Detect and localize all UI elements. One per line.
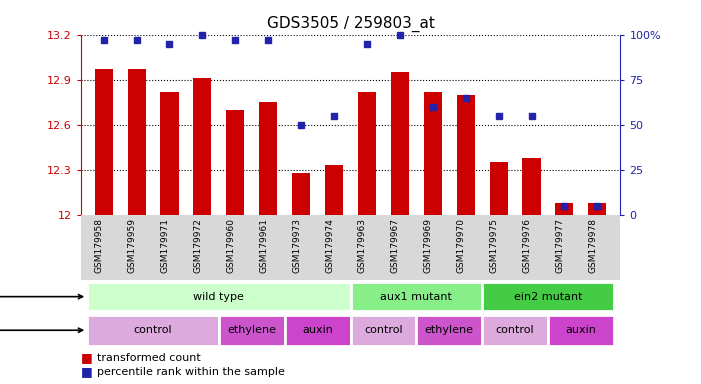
Text: GSM179970: GSM179970 [456, 218, 465, 273]
Text: GSM179977: GSM179977 [555, 218, 564, 273]
Text: GSM179972: GSM179972 [193, 218, 203, 273]
Bar [482, 315, 548, 346]
Bar [350, 282, 482, 311]
Bar [219, 315, 285, 346]
Bar [128, 69, 146, 215]
Bar [285, 315, 350, 346]
Text: transformed count: transformed count [97, 353, 200, 363]
Bar [456, 95, 475, 215]
Bar [350, 315, 416, 346]
Text: GSM179978: GSM179978 [588, 218, 597, 273]
Bar [87, 282, 350, 311]
Bar [325, 166, 343, 215]
Bar [416, 315, 482, 346]
Text: GSM179969: GSM179969 [424, 218, 433, 273]
Bar [423, 92, 442, 215]
Bar [161, 92, 179, 215]
Bar [482, 282, 614, 311]
Text: control: control [364, 325, 403, 335]
Text: ■: ■ [81, 365, 93, 378]
Text: GSM179958: GSM179958 [95, 218, 104, 273]
Bar [358, 92, 376, 215]
Text: percentile rank within the sample: percentile rank within the sample [97, 367, 285, 377]
Text: ■: ■ [81, 351, 93, 364]
Text: control: control [134, 325, 172, 335]
Bar [259, 102, 278, 215]
Text: wild type: wild type [193, 291, 244, 302]
Text: auxin: auxin [302, 325, 333, 335]
Text: control: control [496, 325, 534, 335]
Text: GSM179973: GSM179973 [292, 218, 301, 273]
Text: GSM179975: GSM179975 [489, 218, 498, 273]
Text: GSM179961: GSM179961 [259, 218, 268, 273]
Text: GSM179963: GSM179963 [358, 218, 367, 273]
Text: GSM179976: GSM179976 [522, 218, 531, 273]
Text: ethylene: ethylene [425, 325, 474, 335]
Text: GSM179971: GSM179971 [161, 218, 170, 273]
Text: ein2 mutant: ein2 mutant [514, 291, 583, 302]
Bar [95, 69, 113, 215]
Text: GSM179960: GSM179960 [226, 218, 236, 273]
Title: GDS3505 / 259803_at: GDS3505 / 259803_at [266, 16, 435, 32]
Bar [555, 203, 573, 215]
Text: aux1 mutant: aux1 mutant [381, 291, 452, 302]
Text: GSM179974: GSM179974 [325, 218, 334, 273]
Bar [522, 158, 540, 215]
Bar [292, 173, 310, 215]
Text: ethylene: ethylene [227, 325, 276, 335]
Text: agent: agent [0, 325, 83, 335]
Text: GSM179959: GSM179959 [128, 218, 137, 273]
Bar [226, 110, 245, 215]
Bar [548, 315, 614, 346]
Text: GSM179967: GSM179967 [391, 218, 400, 273]
Text: auxin: auxin [566, 325, 597, 335]
Bar [391, 72, 409, 215]
Bar [87, 315, 219, 346]
Bar [489, 162, 508, 215]
Bar [193, 78, 212, 215]
Text: genotype/variation: genotype/variation [0, 291, 83, 302]
Bar [588, 203, 606, 215]
